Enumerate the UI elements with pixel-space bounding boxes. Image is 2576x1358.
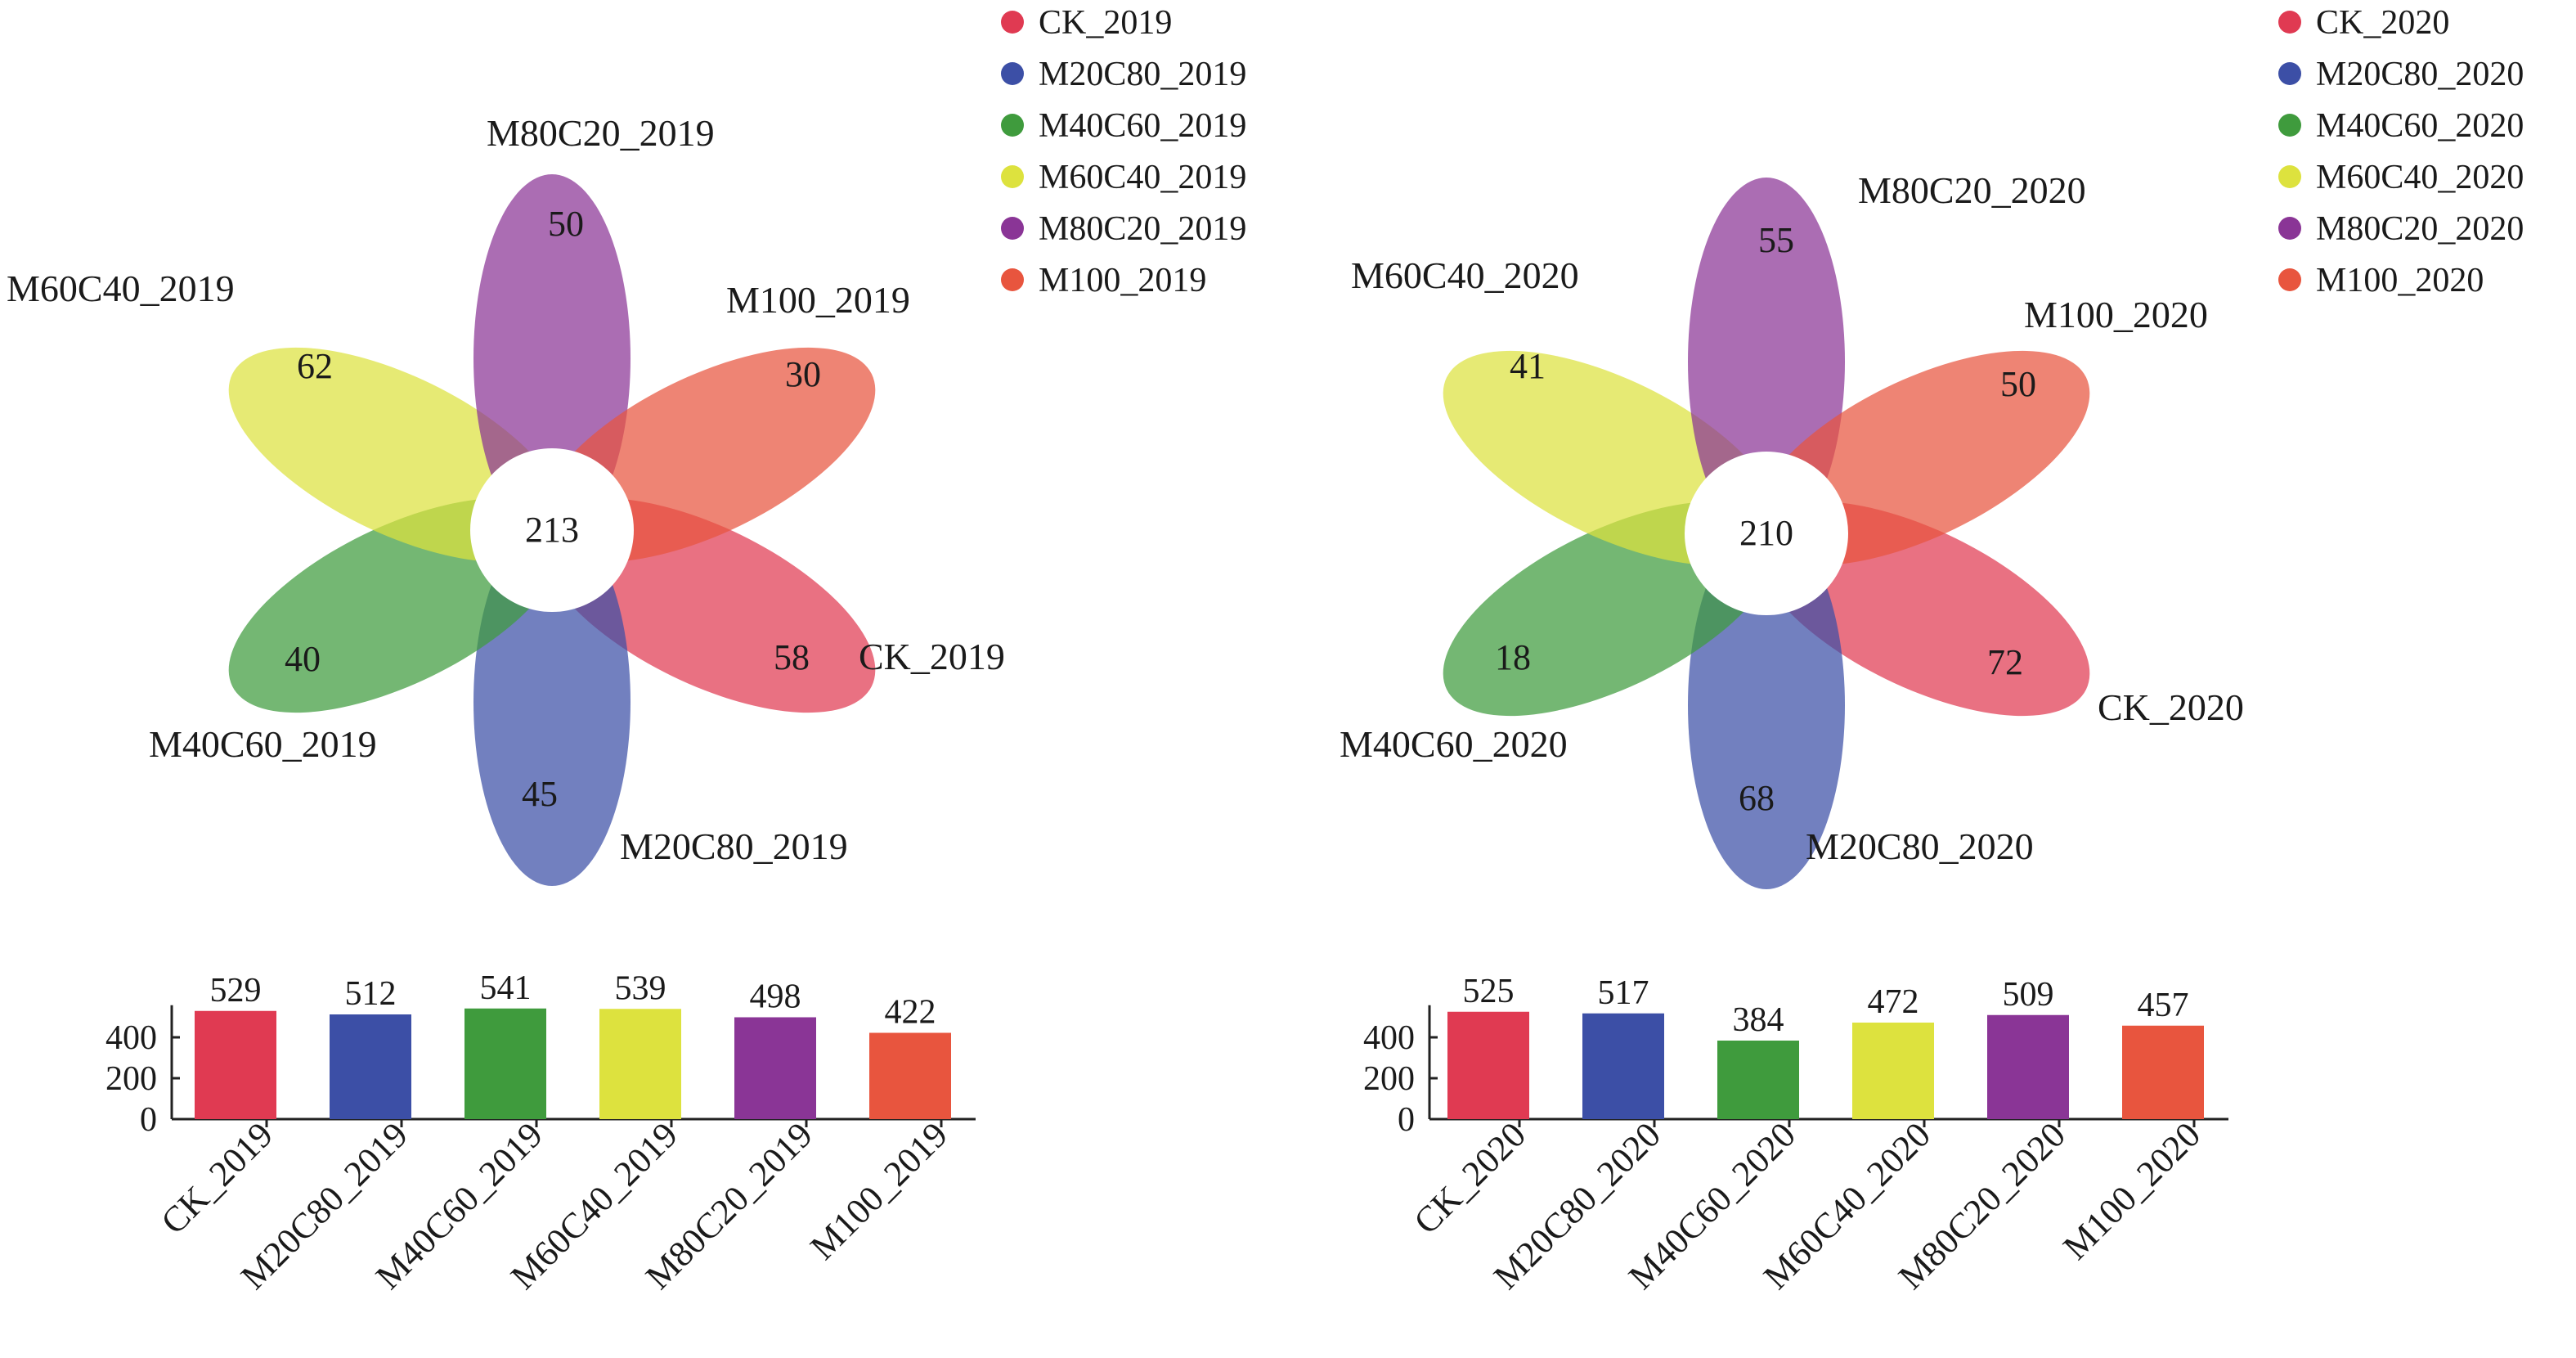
y-tick-label: 0 xyxy=(140,1101,157,1139)
legend: CK_2019 M20C80_2019 M40C60_2019 M60C40_2019… xyxy=(1001,4,1246,299)
venn-core xyxy=(470,448,634,612)
venn-core xyxy=(1685,452,1848,615)
bar xyxy=(599,1009,681,1119)
venn-flower-0: 213 58 CK_2019 45 M20C80_2019 40 M40C60_2019 62… xyxy=(7,112,1005,886)
petal-label: M80C20_2020 xyxy=(1858,169,2086,211)
bar xyxy=(1447,1011,1529,1119)
petal-label: M60C40_2020 xyxy=(1351,254,1579,296)
bar-value-label: 457 xyxy=(2138,987,2189,1024)
legend-marker xyxy=(1001,11,1024,34)
legend: CK_2020 M20C80_2020 M40C60_2020 M60C40_2020… xyxy=(2278,4,2524,299)
petal-label: CK_2019 xyxy=(859,636,1005,677)
bar xyxy=(2122,1025,2204,1119)
legend-marker xyxy=(1001,268,1024,291)
y-tick-label: 200 xyxy=(1363,1060,1415,1098)
legend-item: CK_2019 xyxy=(1039,4,1172,42)
bar-chart-1: 0200400529CK_2019512M20C80_2019541M40C60… xyxy=(105,969,976,1297)
bar-value-label: 525 xyxy=(1463,973,1515,1010)
bar-value-label: 517 xyxy=(1598,974,1649,1012)
y-tick-label: 400 xyxy=(1363,1019,1415,1057)
bar-value-label: 498 xyxy=(750,978,801,1016)
bar xyxy=(869,1032,951,1119)
legend-item: M60C40_2020 xyxy=(2316,159,2524,196)
legend-item: M60C40_2019 xyxy=(1039,159,1246,196)
bar xyxy=(1717,1041,1799,1119)
petal-count: 45 xyxy=(522,774,558,814)
legend-marker xyxy=(1001,62,1024,85)
y-tick-label: 0 xyxy=(1398,1101,1415,1139)
legend-marker xyxy=(2278,165,2301,188)
y-tick-label: 200 xyxy=(105,1060,157,1098)
petal-label: M20C80_2020 xyxy=(1806,825,2034,867)
x-tick-label: CK_2019 xyxy=(153,1114,280,1242)
petal-count: 50 xyxy=(548,204,584,244)
petal-count: 30 xyxy=(785,354,821,394)
petal-count: 40 xyxy=(285,639,321,679)
petal-count: 41 xyxy=(1510,346,1546,386)
bar-chart-3: 0200400525CK_2020517M20C80_2020384M40C60… xyxy=(1363,973,2228,1297)
legend-marker xyxy=(2278,62,2301,85)
x-tick-label: M100_2020 xyxy=(2055,1114,2208,1267)
legend-item: M80C20_2019 xyxy=(1039,210,1246,248)
legend-marker xyxy=(1001,114,1024,137)
x-tick-label: M100_2019 xyxy=(802,1114,955,1267)
legend-marker xyxy=(2278,268,2301,291)
petal-label: M40C60_2019 xyxy=(149,723,377,765)
legend-item: M100_2020 xyxy=(2316,262,2484,299)
petal-label: M40C60_2020 xyxy=(1340,723,1568,765)
bar xyxy=(330,1014,411,1119)
bar xyxy=(1852,1023,1934,1119)
bar xyxy=(195,1010,276,1119)
legend-item: M80C20_2020 xyxy=(2316,210,2524,248)
petal-count: 68 xyxy=(1739,778,1775,818)
legend-item: M100_2019 xyxy=(1039,262,1206,299)
legend-marker xyxy=(1001,217,1024,240)
core-value: 213 xyxy=(525,510,579,550)
bar-value-label: 539 xyxy=(615,969,666,1007)
venn-flower-2: 210 72 CK_2020 68 M20C80_2020 18 M40C60_2020 41… xyxy=(1340,169,2244,889)
bar xyxy=(1582,1013,1664,1119)
x-tick-label: CK_2020 xyxy=(1406,1114,1533,1242)
petal-label: CK_2020 xyxy=(2098,686,2244,728)
petal-count: 50 xyxy=(2000,364,2036,404)
bar xyxy=(734,1017,816,1119)
petal-count: 58 xyxy=(774,637,810,677)
petal-label: M100_2020 xyxy=(2024,294,2208,335)
petal-label: M20C80_2019 xyxy=(620,825,848,867)
bar xyxy=(1987,1014,2069,1119)
legend-item: M20C80_2020 xyxy=(2316,56,2524,93)
legend-marker xyxy=(1001,165,1024,188)
petal-label: M80C20_2019 xyxy=(487,112,715,154)
petal-count: 62 xyxy=(297,346,333,386)
bar-value-label: 509 xyxy=(2003,976,2054,1014)
core-value: 210 xyxy=(1739,513,1793,553)
petal-count: 18 xyxy=(1495,637,1531,677)
legend-marker xyxy=(2278,217,2301,240)
petal-label: M60C40_2019 xyxy=(7,268,235,309)
legend-marker xyxy=(2278,114,2301,137)
legend-item: M40C60_2020 xyxy=(2316,107,2524,145)
legend-item: CK_2020 xyxy=(2316,4,2449,42)
y-tick-label: 400 xyxy=(105,1019,157,1057)
petal-label: M100_2019 xyxy=(726,279,910,321)
bar-value-label: 472 xyxy=(1868,983,1919,1021)
legend-marker xyxy=(2278,11,2301,34)
bar xyxy=(464,1008,546,1119)
legend-item: M20C80_2019 xyxy=(1039,56,1246,93)
bar-value-label: 512 xyxy=(345,975,397,1013)
bar-value-label: 422 xyxy=(885,994,936,1032)
bar-value-label: 541 xyxy=(480,969,532,1007)
legend-item: M40C60_2019 xyxy=(1039,107,1246,145)
bar-value-label: 529 xyxy=(210,972,262,1010)
petal-count: 72 xyxy=(1987,642,2023,682)
bar-value-label: 384 xyxy=(1733,1001,1784,1039)
petal-count: 55 xyxy=(1758,220,1794,260)
